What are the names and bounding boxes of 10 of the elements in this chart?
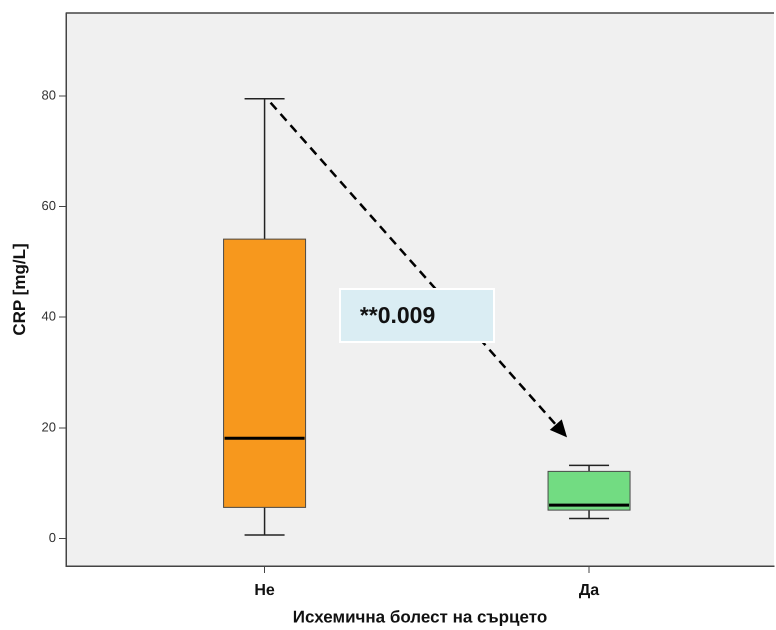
x-tick-label: Не — [254, 582, 275, 600]
y-tick-label: 20 — [42, 419, 56, 434]
x-axis-title: Исхемична болест на сърцето — [292, 607, 548, 626]
y-tick-label: 0 — [48, 530, 56, 545]
y-tick-label: 60 — [42, 198, 56, 214]
annotation: **0.009 — [360, 302, 436, 328]
x-tick-label: Да — [578, 582, 600, 600]
y-tick-label: 40 — [42, 308, 56, 324]
y-tick-label: 80 — [42, 88, 56, 103]
y-axis-title: CRP [mg/L] — [10, 243, 29, 336]
